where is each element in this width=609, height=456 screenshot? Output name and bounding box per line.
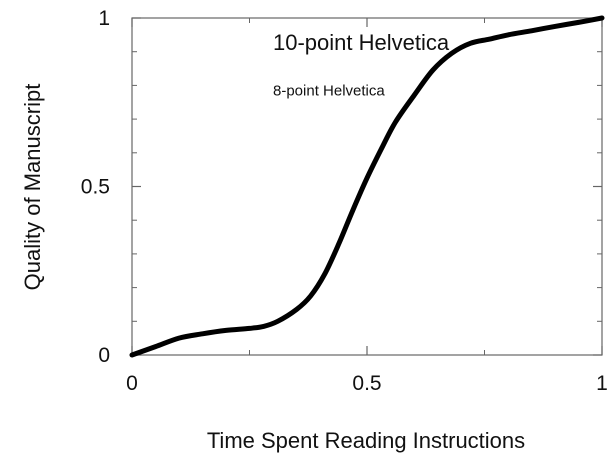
y-tick-label: 0.5 [81,176,110,199]
y-axis-label: Quality of Manuscript [20,84,45,291]
data-series [129,15,605,358]
annotation-label: 8-point Helvetica [273,83,385,100]
x-axis-label: Time Spent Reading Instructions [207,428,525,453]
x-tick-label: 0 [126,372,138,395]
y-tick-label: 1 [98,7,110,30]
series-line-0 [129,15,605,358]
chart-text: Time Spent Reading Instructions Quality … [20,7,608,453]
y-tick-label: 0 [98,344,110,367]
annotation-label: 10-point Helvetica [273,30,450,55]
ticks [131,17,603,356]
x-tick-label: 0.5 [352,372,381,395]
x-tick-label: 1 [596,372,608,395]
